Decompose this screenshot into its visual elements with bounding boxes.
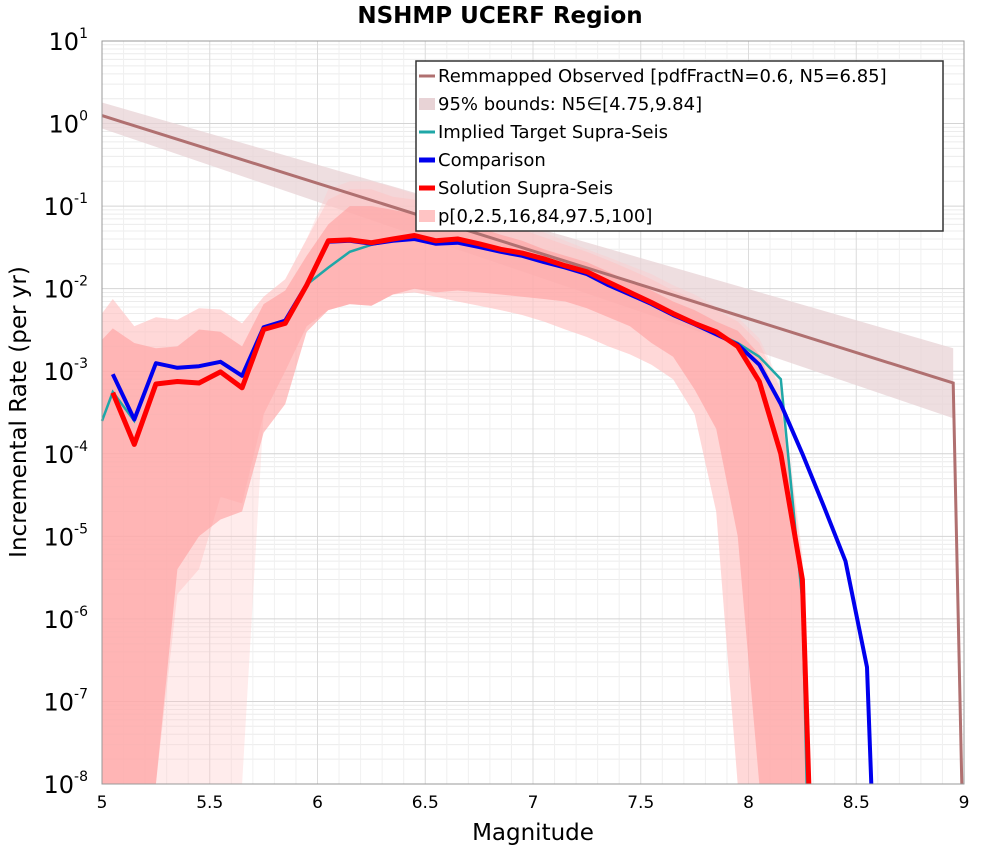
solution-line [110, 233, 812, 785]
x-axis-label: Magnitude [472, 820, 594, 846]
y-tick-label: 10-4 [43, 439, 88, 469]
x-tick-label: 9 [959, 793, 970, 813]
series-lines [100, 114, 964, 785]
legend-entry: Remmapped Observed [pdfFractN=0.6, N5=6.… [438, 66, 887, 87]
legend-entry: 95% bounds: N5∈[4.75,9.84] [438, 94, 702, 115]
y-tick-label: 10-7 [43, 686, 88, 716]
y-tick-label: 101 [49, 26, 88, 56]
y-axis-label: Incremental Rate (per yr) [6, 266, 32, 558]
y-tick-label: 10-6 [43, 604, 88, 634]
x-tick-label: 6 [312, 793, 323, 813]
x-tick-label: 7.5 [627, 793, 654, 813]
y-tick-labels: 101 100 10-1 10-2 10-3 10-4 10-5 10-6 10-7 10-8 [43, 26, 88, 799]
legend: Remmapped Observed [pdfFractN=0.6, N5=6.… [415, 60, 944, 232]
legend-swatch-band [419, 210, 435, 222]
percentile-band-16-84 [102, 206, 809, 785]
y-tick-label: 10-8 [43, 769, 88, 799]
chart-title: NSHMP UCERF Region [357, 3, 642, 29]
y-tick-label: 10-2 [43, 274, 88, 304]
y-tick-label: 100 [49, 109, 88, 139]
y-tick-label: 10-1 [43, 191, 88, 221]
legend-box [415, 60, 944, 232]
y-tick-label: 10-5 [43, 521, 88, 551]
legend-swatch-band [419, 98, 435, 110]
x-tick-label: 8.5 [843, 793, 870, 813]
x-tick-labels: 5 5.5 6 6.5 7 7.5 8 8.5 9 [97, 793, 970, 813]
observed-line [101, 114, 964, 785]
legend-entry: Solution Supra-Seis [438, 178, 613, 199]
x-tick-label: 5 [97, 793, 108, 813]
legend-entry: Comparison [438, 150, 546, 171]
plot-frame [101, 40, 965, 785]
y-tick-label: 10-3 [43, 356, 88, 386]
x-tick-label: 7 [528, 793, 539, 813]
legend-entry: Implied Target Supra-Seis [438, 122, 668, 143]
x-tick-label: 8 [743, 793, 754, 813]
x-tick-label: 5.5 [196, 793, 223, 813]
x-tick-label: 6.5 [412, 793, 439, 813]
legend-entry: p[0,2.5,16,84,97.5,100] [438, 206, 652, 227]
